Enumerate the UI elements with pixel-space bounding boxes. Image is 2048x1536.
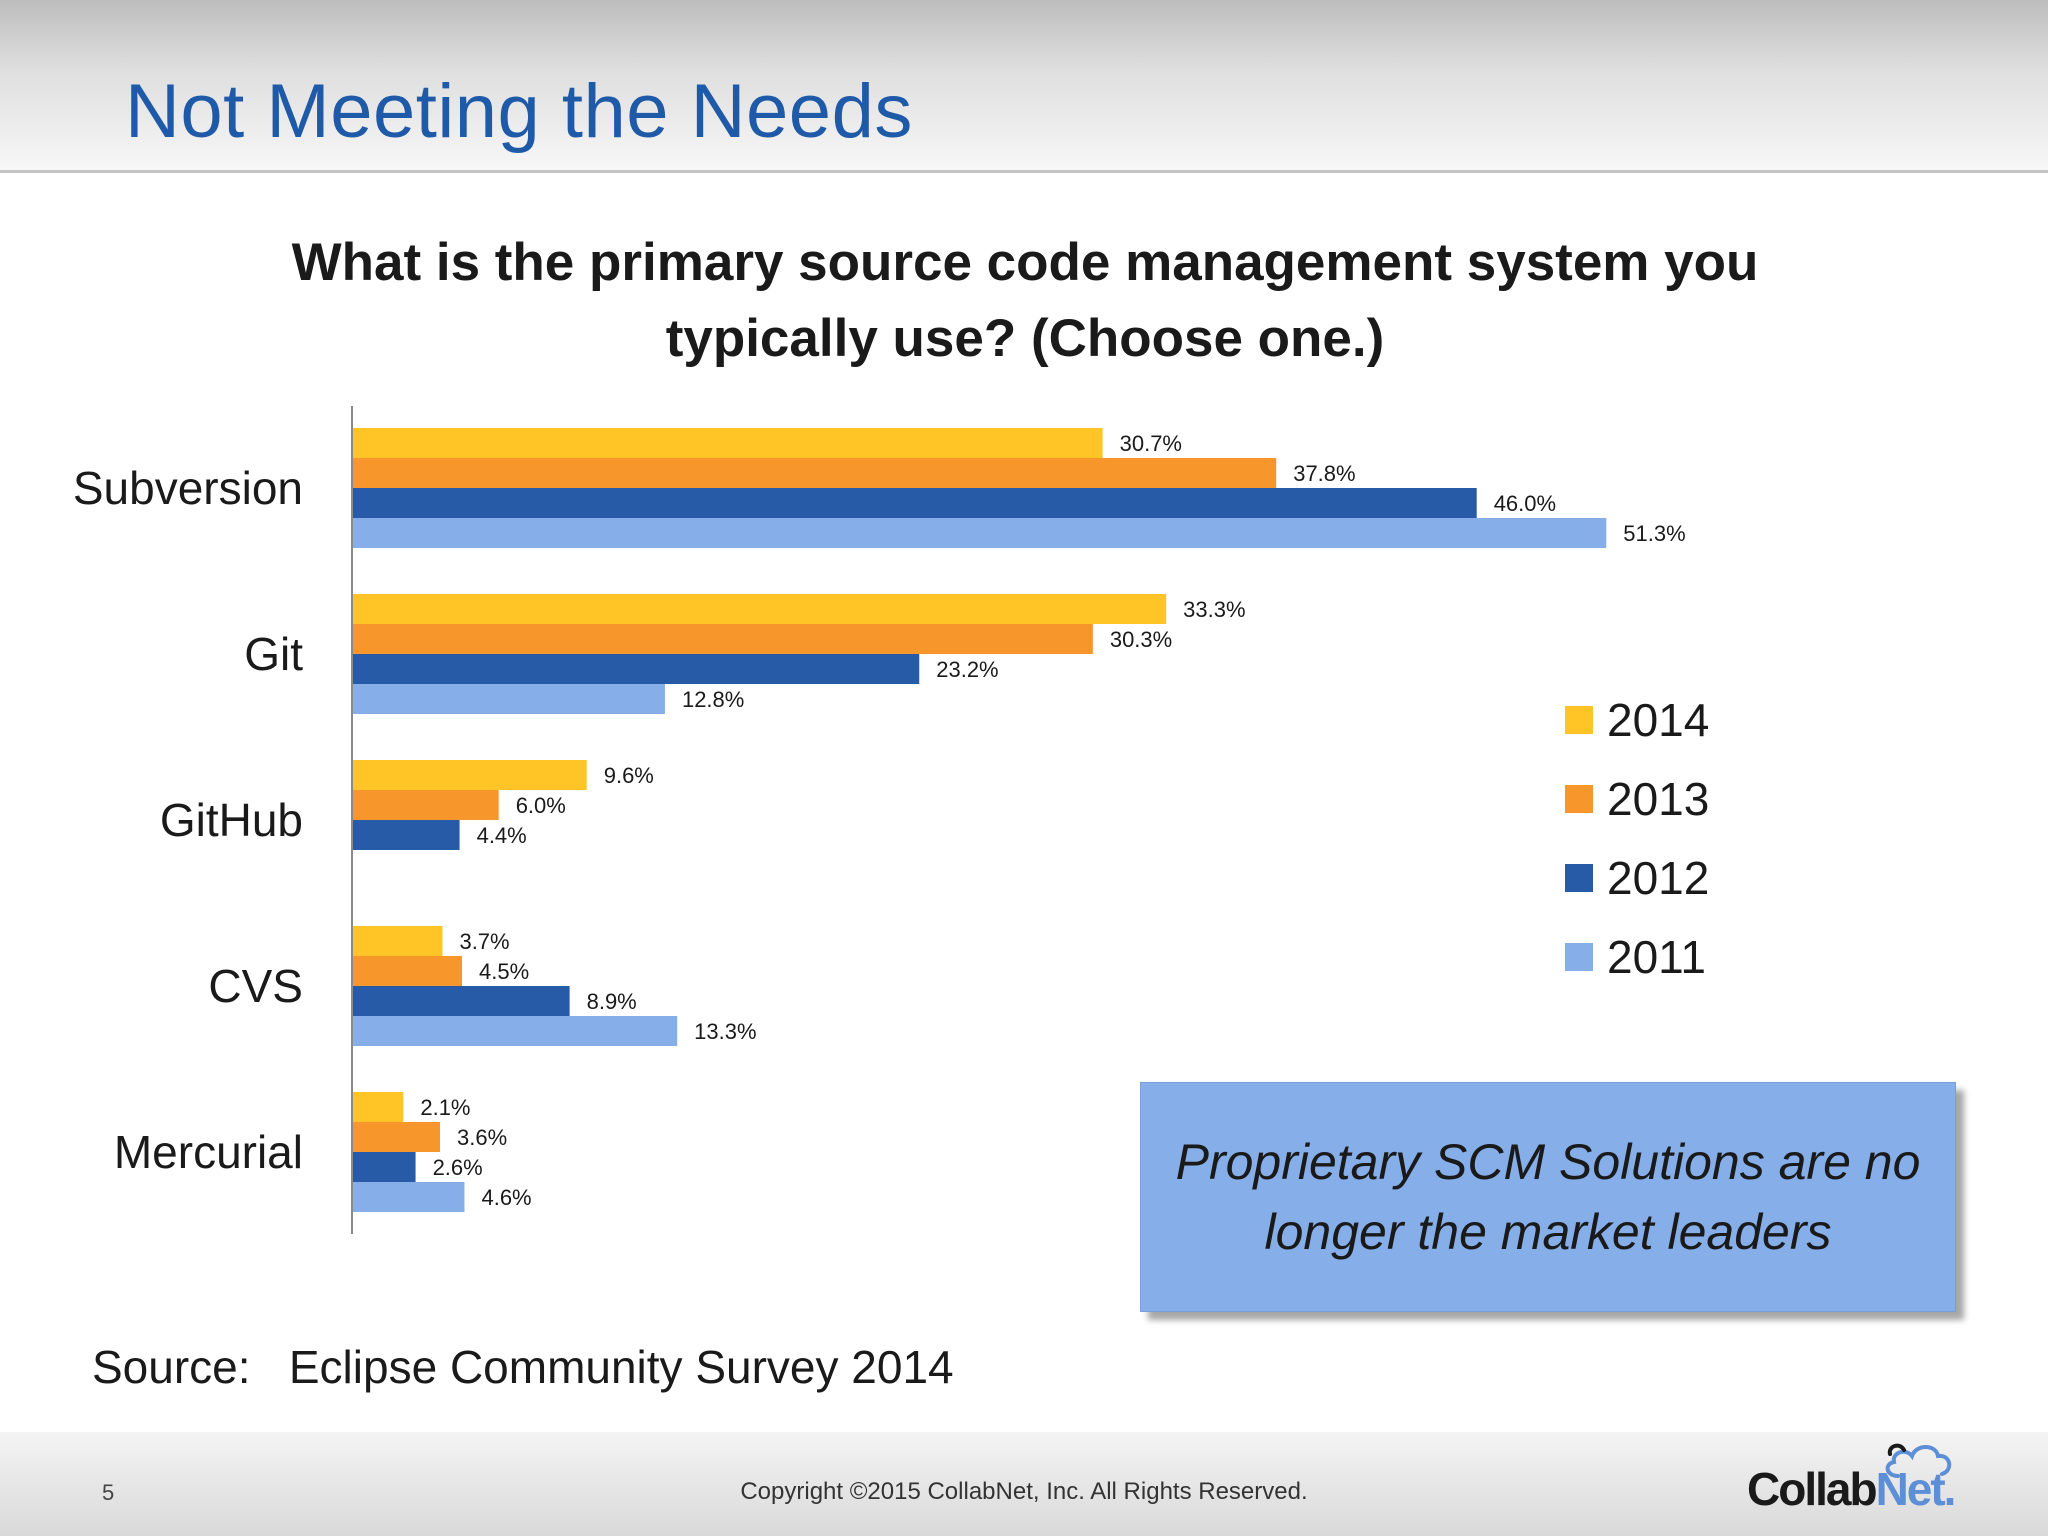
bar-2012 xyxy=(352,654,920,684)
source-note: Source: Eclipse Community Survey 2014 xyxy=(92,1340,954,1394)
bar-2013 xyxy=(352,624,1093,654)
legend-label-2013: 2013 xyxy=(1607,773,1709,825)
legend-label-2012: 2012 xyxy=(1607,852,1709,904)
data-label: 3.7% xyxy=(459,929,509,954)
data-label: 30.3% xyxy=(1110,627,1172,652)
legend-label-2011: 2011 xyxy=(1607,931,1706,983)
data-label: 30.7% xyxy=(1120,431,1182,456)
category-label: Subversion xyxy=(73,462,303,514)
data-label: 33.3% xyxy=(1183,597,1245,622)
callout-line-2: longer the market leaders xyxy=(1264,1204,1832,1260)
data-label: 9.6% xyxy=(604,763,654,788)
category-label: Git xyxy=(244,628,303,680)
category-label: GitHub xyxy=(160,794,303,846)
bar-2011 xyxy=(352,1182,465,1212)
source-label: Source: xyxy=(92,1341,251,1393)
bar-2014 xyxy=(352,760,587,790)
logo-wordmark: CollabNet. xyxy=(1747,1462,1957,1516)
legend-label-2014: 2014 xyxy=(1607,694,1709,746)
data-label: 12.8% xyxy=(682,687,744,712)
legend-swatch-2013 xyxy=(1565,785,1593,813)
footer-band xyxy=(0,1432,2048,1536)
bar-2012 xyxy=(352,488,1477,518)
bar-2011 xyxy=(352,1016,678,1046)
bar-2013 xyxy=(352,956,463,986)
data-label: 46.0% xyxy=(1494,491,1556,516)
legend-swatch-2012 xyxy=(1565,864,1593,892)
bar-2011 xyxy=(352,518,1607,548)
data-label: 51.3% xyxy=(1623,521,1685,546)
data-label: 2.6% xyxy=(433,1155,483,1180)
bar-2012 xyxy=(352,1152,416,1182)
bar-2011 xyxy=(352,684,665,714)
logo-text-net: Net. xyxy=(1875,1463,1957,1515)
legend-swatch-2011 xyxy=(1565,943,1593,971)
cloud-icon xyxy=(1885,1443,1952,1478)
bar-2014 xyxy=(352,926,443,956)
data-label: 8.9% xyxy=(587,989,637,1014)
category-label: CVS xyxy=(208,960,303,1012)
bar-2012 xyxy=(352,820,460,850)
bar-2014 xyxy=(352,428,1103,458)
slide-title: Not Meeting the Needs xyxy=(125,69,913,154)
data-label: 3.6% xyxy=(457,1125,507,1150)
header-band xyxy=(0,0,2048,173)
copyright-text: Copyright ©2015 CollabNet, Inc. All Righ… xyxy=(740,1478,1308,1505)
data-label: 4.4% xyxy=(477,823,527,848)
chart-title: What is the primary source code manageme… xyxy=(200,225,1850,377)
chart-title-line-2: typically use? (Choose one.) xyxy=(665,309,1385,368)
category-label: Mercurial xyxy=(114,1126,303,1178)
bar-2013 xyxy=(352,790,499,820)
data-label: 13.3% xyxy=(694,1019,756,1044)
bar-2013 xyxy=(352,1122,441,1152)
data-label: 6.0% xyxy=(516,793,566,818)
data-label: 23.2% xyxy=(936,657,998,682)
bar-2012 xyxy=(352,986,570,1016)
logo-text-collab: Collab xyxy=(1747,1463,1878,1515)
bar-2013 xyxy=(352,458,1277,488)
data-label: 4.6% xyxy=(481,1185,531,1210)
callout-line-1: Proprietary SCM Solutions are no xyxy=(1175,1134,1921,1190)
bar-2014 xyxy=(352,594,1167,624)
chart-title-line-1: What is the primary source code manageme… xyxy=(291,233,1759,292)
data-label: 37.8% xyxy=(1293,461,1355,486)
data-label: 2.1% xyxy=(420,1095,470,1120)
page-number: 5 xyxy=(102,1480,115,1505)
data-label: 4.5% xyxy=(479,959,529,984)
collabnet-logo: CollabNet. xyxy=(1745,1440,1960,1520)
callout-box: Proprietary SCM Solutions are no longer … xyxy=(1140,1082,1956,1312)
legend-swatch-2014 xyxy=(1565,706,1593,734)
bar-2014 xyxy=(352,1092,404,1122)
source-text: Eclipse Community Survey 2014 xyxy=(288,1341,954,1393)
